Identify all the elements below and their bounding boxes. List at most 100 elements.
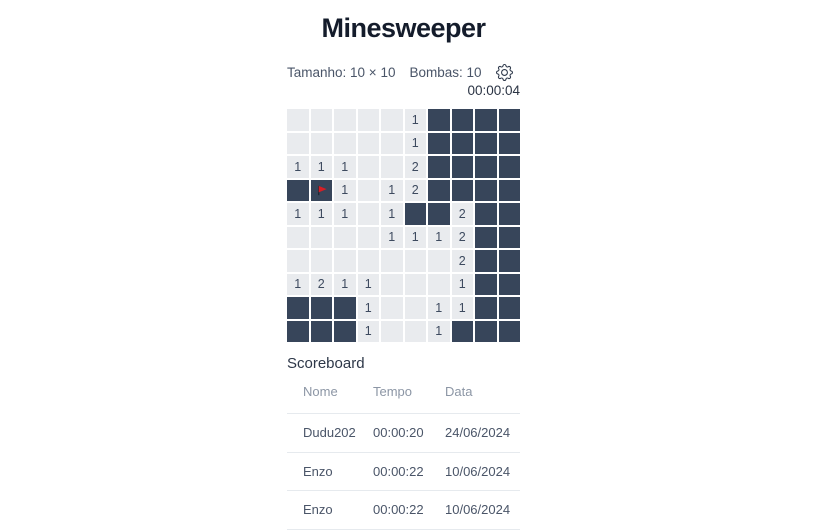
cell-hidden[interactable] (451, 156, 473, 178)
cell-empty[interactable] (357, 250, 379, 272)
cell-empty[interactable] (404, 297, 426, 319)
cell-number[interactable]: 2 (404, 179, 426, 201)
cell-empty[interactable] (310, 250, 332, 272)
cell-hidden[interactable] (428, 156, 450, 178)
cell-empty[interactable] (357, 226, 379, 248)
cell-hidden[interactable] (498, 203, 520, 225)
cell-number[interactable]: 1 (428, 226, 450, 248)
cell-empty[interactable] (428, 273, 450, 295)
settings-button[interactable] (495, 64, 513, 81)
cell-number[interactable]: 1 (287, 203, 309, 225)
cell-empty[interactable] (381, 297, 403, 319)
cell-empty[interactable] (334, 226, 356, 248)
cell-number[interactable]: 1 (334, 203, 356, 225)
cell-empty[interactable] (381, 156, 403, 178)
cell-number[interactable]: 2 (451, 226, 473, 248)
cell-hidden[interactable] (428, 132, 450, 154)
cell-hidden[interactable] (498, 297, 520, 319)
cell-hidden[interactable] (498, 320, 520, 342)
cell-empty[interactable] (404, 250, 426, 272)
cell-hidden[interactable] (428, 109, 450, 131)
cell-empty[interactable] (357, 203, 379, 225)
cell-empty[interactable] (334, 132, 356, 154)
cell-number[interactable]: 1 (310, 156, 332, 178)
cell-number[interactable]: 1 (428, 320, 450, 342)
cell-hidden[interactable] (334, 320, 356, 342)
cell-empty[interactable] (310, 226, 332, 248)
cell-hidden[interactable] (498, 179, 520, 201)
cell-empty[interactable] (310, 109, 332, 131)
cell-empty[interactable] (357, 132, 379, 154)
cell-hidden[interactable] (334, 297, 356, 319)
cell-hidden[interactable] (498, 250, 520, 272)
cell-hidden[interactable] (475, 203, 497, 225)
cell-hidden[interactable] (404, 203, 426, 225)
cell-number[interactable]: 2 (310, 273, 332, 295)
cell-hidden[interactable] (475, 132, 497, 154)
cell-empty[interactable] (287, 250, 309, 272)
cell-number[interactable]: 1 (404, 109, 426, 131)
cell-empty[interactable] (287, 226, 309, 248)
cell-hidden[interactable] (310, 297, 332, 319)
cell-hidden[interactable] (475, 320, 497, 342)
cell-hidden[interactable] (475, 156, 497, 178)
cell-flagged[interactable] (310, 179, 332, 201)
cell-hidden[interactable] (475, 297, 497, 319)
cell-number[interactable]: 1 (451, 297, 473, 319)
cell-hidden[interactable] (475, 250, 497, 272)
cell-hidden[interactable] (310, 320, 332, 342)
cell-number[interactable]: 2 (404, 156, 426, 178)
cell-empty[interactable] (287, 132, 309, 154)
cell-hidden[interactable] (451, 179, 473, 201)
cell-number[interactable]: 1 (310, 203, 332, 225)
cell-hidden[interactable] (475, 226, 497, 248)
cell-number[interactable]: 1 (404, 226, 426, 248)
cell-number[interactable]: 2 (451, 203, 473, 225)
cell-number[interactable]: 1 (287, 156, 309, 178)
cell-number[interactable]: 1 (404, 132, 426, 154)
cell-empty[interactable] (334, 109, 356, 131)
cell-hidden[interactable] (287, 320, 309, 342)
cell-hidden[interactable] (451, 132, 473, 154)
cell-number[interactable]: 1 (334, 156, 356, 178)
cell-hidden[interactable] (498, 132, 520, 154)
cell-empty[interactable] (357, 156, 379, 178)
cell-empty[interactable] (310, 132, 332, 154)
cell-number[interactable]: 1 (381, 226, 403, 248)
cell-empty[interactable] (381, 132, 403, 154)
cell-number[interactable]: 1 (357, 320, 379, 342)
cell-hidden[interactable] (475, 273, 497, 295)
cell-number[interactable]: 1 (287, 273, 309, 295)
cell-empty[interactable] (381, 250, 403, 272)
cell-hidden[interactable] (498, 109, 520, 131)
cell-hidden[interactable] (475, 109, 497, 131)
cell-number[interactable]: 1 (357, 297, 379, 319)
cell-number[interactable]: 1 (428, 297, 450, 319)
cell-number[interactable]: 1 (381, 179, 403, 201)
cell-number[interactable]: 2 (451, 250, 473, 272)
cell-hidden[interactable] (498, 273, 520, 295)
cell-hidden[interactable] (287, 297, 309, 319)
cell-hidden[interactable] (287, 179, 309, 201)
cell-number[interactable]: 1 (451, 273, 473, 295)
cell-number[interactable]: 1 (334, 273, 356, 295)
cell-number[interactable]: 1 (334, 179, 356, 201)
cell-hidden[interactable] (498, 156, 520, 178)
cell-number[interactable]: 1 (357, 273, 379, 295)
cell-hidden[interactable] (498, 226, 520, 248)
cell-empty[interactable] (357, 179, 379, 201)
cell-number[interactable]: 1 (381, 203, 403, 225)
cell-empty[interactable] (334, 250, 356, 272)
cell-hidden[interactable] (451, 320, 473, 342)
cell-hidden[interactable] (475, 179, 497, 201)
cell-empty[interactable] (404, 320, 426, 342)
cell-empty[interactable] (381, 273, 403, 295)
cell-hidden[interactable] (451, 109, 473, 131)
cell-hidden[interactable] (428, 203, 450, 225)
cell-hidden[interactable] (428, 179, 450, 201)
cell-empty[interactable] (404, 273, 426, 295)
cell-empty[interactable] (428, 250, 450, 272)
cell-empty[interactable] (357, 109, 379, 131)
cell-empty[interactable] (287, 109, 309, 131)
cell-empty[interactable] (381, 320, 403, 342)
